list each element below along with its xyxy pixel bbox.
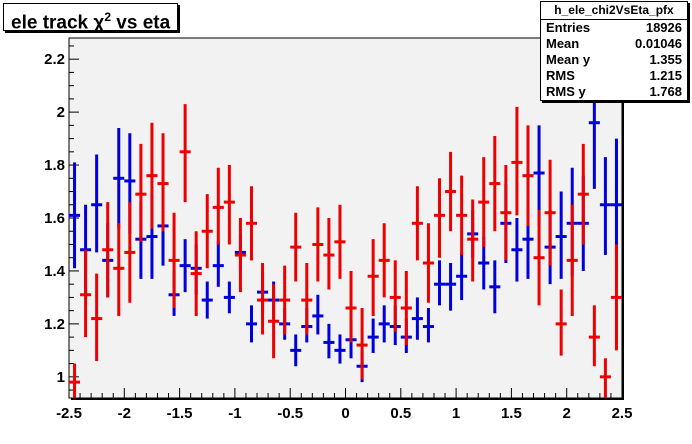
y-tick-label: 2 [57,104,65,121]
x-tick-label: -2.5 [56,405,82,422]
stats-value: 1.215 [649,68,682,83]
x-tick-label: 1 [452,405,460,422]
y-tick-label: 1.8 [44,157,65,174]
title-superscript: 2 [104,10,112,24]
y-tick-label: 1.4 [44,263,66,280]
title-main: ele track χ [11,12,105,34]
stats-row-entries: Entries 18926 [541,20,687,36]
stats-row-mean-y: Mean y 1.355 [541,52,687,68]
stats-histogram-name: h_ele_chi2VsEta_pfx [541,2,687,20]
stats-row-rms: RMS 1.215 [541,68,687,84]
stats-label: RMS [546,68,575,83]
x-tick-label: 2 [563,405,571,422]
x-tick-label: -1.5 [167,405,193,422]
stats-label: Mean [546,36,580,51]
title-rest: vs eta [111,12,171,34]
y-tick-label: 1.6 [44,210,65,227]
stats-label: Entries [546,20,591,35]
stats-box: h_ele_chi2VsEta_pfx Entries 18926 Mean 0.0… [540,1,688,101]
x-tick-label: 1.5 [501,405,522,422]
stats-value: 1.355 [649,52,682,67]
y-tick-label: 1 [57,369,65,386]
x-tick-label: -1 [228,405,241,422]
stats-value: 18926 [645,20,682,35]
stats-label: RMS y [546,84,586,99]
stats-value: 0.01046 [635,36,682,51]
x-tick-label: -0.5 [277,405,303,422]
x-tick-label: 0 [341,405,349,422]
y-tick-label: 2.2 [44,51,65,68]
x-tick-label: 2.5 [612,405,633,422]
stats-row-rms-y: RMS y 1.768 [541,84,687,100]
y-tick-label: 1.2 [44,316,65,333]
x-tick-label: -2 [118,405,131,422]
x-tick-label: 0.5 [390,405,411,422]
stats-value: 1.768 [649,84,682,99]
stats-label: Mean y [546,52,591,67]
stats-row-mean: Mean 0.01046 [541,36,687,52]
chart-title: ele track χ2 vs eta [3,3,179,34]
plot-frame [68,37,623,399]
